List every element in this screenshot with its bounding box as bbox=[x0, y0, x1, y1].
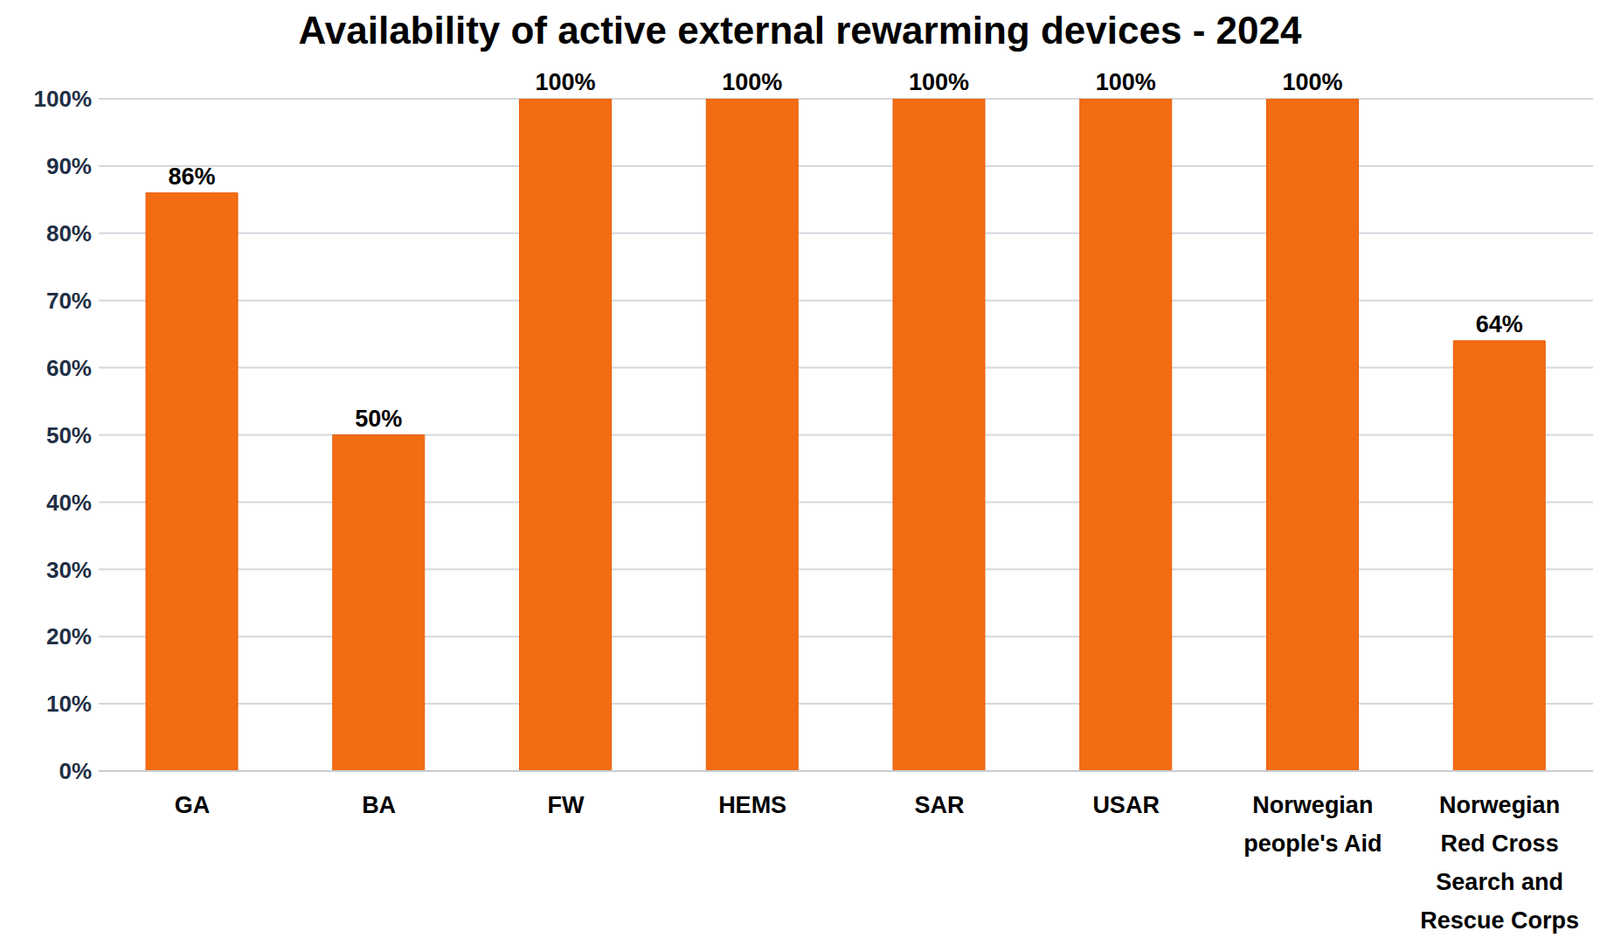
svg-text:60%: 60% bbox=[46, 354, 92, 381]
html-text:Availability of active externa: Availability of active external rewarmin… bbox=[298, 8, 1302, 52]
svg-text:64%: 64% bbox=[1475, 311, 1524, 338]
svg-text:FW: FW bbox=[547, 791, 584, 818]
svg-text:50%: 50% bbox=[46, 422, 92, 449]
svg-text:USAR: USAR bbox=[1092, 791, 1160, 818]
svg-text:100%: 100% bbox=[908, 69, 970, 96]
svg-text:80%: 80% bbox=[46, 220, 92, 247]
svg-text:30%: 30% bbox=[46, 556, 92, 583]
svg-text:10%: 10% bbox=[46, 690, 92, 717]
svg-text:100%: 100% bbox=[1281, 69, 1343, 96]
svg-text:50%: 50% bbox=[354, 405, 402, 432]
svg-text:40%: 40% bbox=[46, 489, 92, 516]
svg-text:HEMS: HEMS bbox=[718, 791, 787, 818]
svg-text:100%: 100% bbox=[34, 85, 93, 112]
svg-text:70%: 70% bbox=[46, 287, 92, 314]
svg-text:86%: 86% bbox=[167, 163, 215, 190]
svg-text:NorwegianRed CrossSearch andRe: NorwegianRed CrossSearch andRescue Corps bbox=[1419, 791, 1580, 934]
svg-text:Norwegianpeople's Aid: Norwegianpeople's Aid bbox=[1243, 791, 1382, 857]
svg-text:GA: GA bbox=[174, 791, 211, 818]
svg-text:100%: 100% bbox=[721, 69, 783, 96]
svg-text:BA: BA bbox=[361, 791, 396, 818]
svg-text:0%: 0% bbox=[58, 757, 92, 784]
svg-text:90%: 90% bbox=[46, 152, 92, 180]
svg-text:100%: 100% bbox=[1095, 69, 1157, 96]
svg-text:20%: 20% bbox=[46, 623, 92, 650]
svg-text:100%: 100% bbox=[534, 69, 596, 96]
svg-text:SAR: SAR bbox=[914, 791, 964, 818]
